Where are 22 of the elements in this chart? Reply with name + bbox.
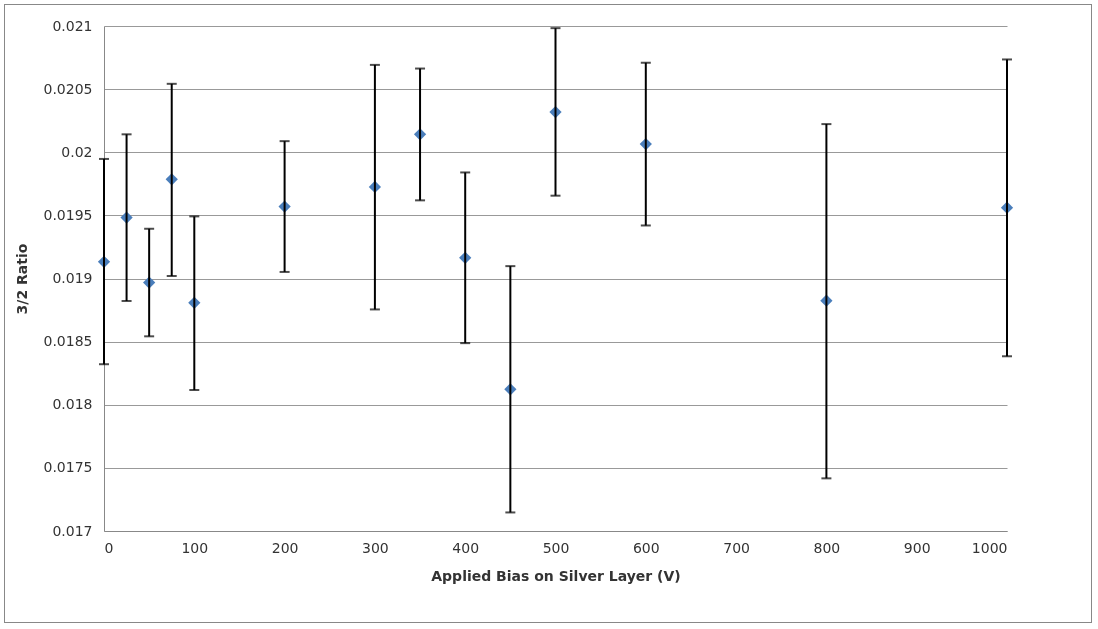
y-tick-label: 0.017: [52, 522, 93, 539]
x-tick-label: 400: [452, 539, 480, 556]
x-tick-label: 700: [723, 539, 750, 556]
x-tick-label: 900: [903, 539, 931, 556]
y-tick-label: 0.0185: [43, 333, 93, 350]
y-tick-label: 0.0205: [43, 80, 93, 97]
x-tick-label: 800: [813, 539, 841, 556]
x-tick-label: 300: [362, 539, 389, 556]
y-tick-label: 0.021: [52, 17, 93, 34]
x-axis-title: Applied Bias on Silver Layer (V): [431, 567, 681, 584]
y-axis-title: 3/2 Ratio: [13, 243, 30, 315]
x-tick-label: 500: [542, 539, 570, 556]
y-tick-label: 0.018: [52, 396, 93, 413]
x-tick-label: 1000: [971, 539, 1008, 556]
y-tick-label: 0.0195: [43, 206, 93, 223]
y-tick-label: 0.02: [61, 143, 93, 160]
x-tick-label: 600: [632, 539, 660, 556]
x-tick-label: 0: [104, 539, 114, 556]
x-tick-label: 100: [181, 539, 209, 556]
x-tick-label: 200: [271, 539, 299, 556]
y-tick-label: 0.0175: [43, 459, 93, 476]
y-tick-label: 0.019: [52, 270, 93, 286]
